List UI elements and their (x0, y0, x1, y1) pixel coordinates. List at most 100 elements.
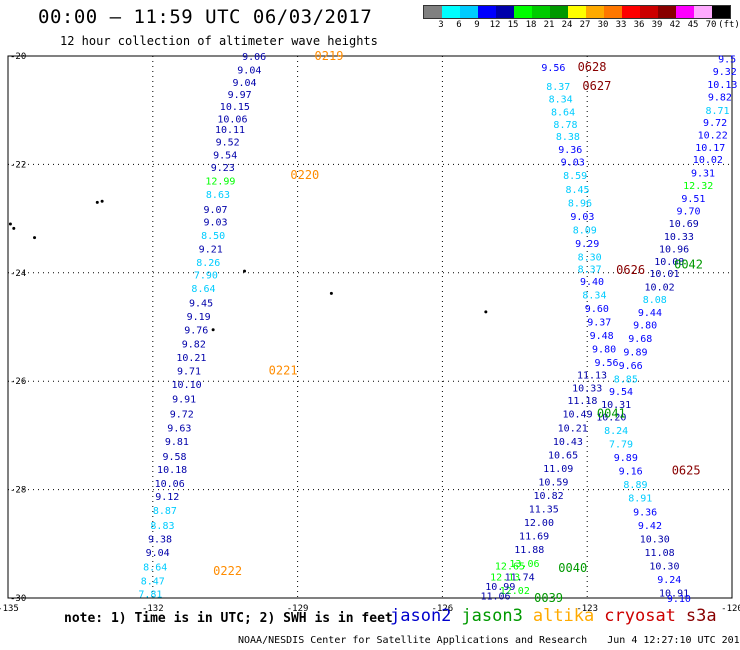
colorbar-cell (496, 6, 514, 18)
wave-height-value: 9.04 (237, 66, 261, 77)
wave-height-value: 8.83 (150, 521, 174, 532)
wave-height-value: 8.89 (623, 480, 647, 491)
lon-tick-label: -126 (432, 604, 454, 614)
wave-height-value: 8.26 (196, 258, 220, 269)
wave-height-value: 10.20 (596, 412, 626, 423)
track-time-label: 0219 (315, 49, 344, 63)
lon-tick-label: -120 (721, 604, 740, 614)
lon-tick-label: -129 (287, 604, 309, 614)
wave-height-value: 10.43 (553, 437, 583, 448)
wave-height-value: 12.00 (524, 518, 554, 529)
track-time-label: 0628 (578, 60, 607, 74)
map-title: 00:00 — 11:59 UTC 06/03/2017 (38, 6, 373, 28)
wave-height-value: 10.01 (649, 269, 679, 280)
wave-height-value: 8.78 (553, 120, 577, 131)
wave-height-value: 8.24 (604, 426, 628, 437)
wave-height-value: 11.06 (480, 591, 510, 602)
wave-height-value: 8.64 (191, 284, 215, 295)
wave-height-value: 8.37 (578, 264, 602, 275)
wave-height-value: 10.11 (215, 125, 245, 136)
island-marker (329, 291, 333, 295)
track-time-label: 0222 (213, 564, 242, 578)
lat-tick-label: -24 (10, 269, 26, 279)
colorbar-label: 39 (651, 20, 663, 30)
wave-height-value: 8.64 (551, 107, 575, 118)
colorbar-label: 6 (456, 20, 462, 30)
wave-height-value: 10.33 (664, 232, 694, 243)
wave-height-value: 9.70 (677, 206, 701, 217)
colorbar-cell (604, 6, 622, 18)
wave-height-value: 8.63 (206, 190, 230, 201)
wave-height-value: 10.02 (693, 155, 723, 166)
colorbar-label: 15 (507, 20, 519, 30)
wave-height-value: 10.82 (534, 491, 564, 502)
colorbar-cell (568, 6, 586, 18)
island-marker (95, 200, 99, 204)
track-time-label: 0040 (558, 561, 587, 575)
wave-height-value: 9.45 (189, 299, 213, 310)
colorbar-label: 3 (438, 20, 444, 30)
wave-height-value: 9.89 (623, 347, 647, 358)
colorbar (423, 5, 731, 19)
lat-tick-label: -26 (10, 377, 26, 387)
wave-height-value: 12.02 (500, 586, 530, 597)
colorbar-label: (ft) (718, 20, 740, 30)
track-time-label: 0039 (534, 591, 563, 605)
wave-height-value: 9.10 (667, 594, 691, 605)
island-marker (484, 310, 488, 314)
colorbar-cell (424, 6, 442, 18)
wave-height-value: 9.37 (587, 318, 611, 329)
wave-height-value: 10.06 (217, 114, 247, 125)
colorbar-cell (640, 6, 658, 18)
colorbar-label: 24 (561, 20, 573, 30)
wave-height-value: 12.99 (205, 177, 235, 188)
wave-height-value: 10.96 (659, 244, 689, 255)
wave-height-value: 9.82 (182, 339, 206, 350)
colorbar-cell (460, 6, 478, 18)
track-time-label: 0625 (672, 464, 701, 478)
wave-height-value: 10.21 (176, 353, 206, 364)
wave-height-value: 8.34 (582, 290, 606, 301)
wave-height-value: 11.18 (567, 396, 597, 407)
wave-height-value: 9.97 (228, 90, 252, 101)
wave-height-value: 10.10 (172, 380, 202, 391)
colorbar-label: 42 (669, 20, 681, 30)
colorbar-label: 45 (687, 20, 699, 30)
map-frame (7, 55, 733, 599)
lon-tick-label: -135 (0, 604, 19, 614)
colorbar-cell (712, 6, 730, 18)
wave-height-value: 10.91 (659, 589, 689, 600)
wave-height-value: 10.21 (558, 423, 588, 434)
wave-height-value: 10.22 (698, 131, 728, 142)
colorbar-label: 18 (525, 20, 537, 30)
colorbar-cell (550, 6, 568, 18)
colorbar-cell (658, 6, 676, 18)
wave-height-value: 7.81 (138, 590, 162, 601)
wave-height-value: 9.19 (187, 312, 211, 323)
lat-tick-label: -20 (10, 52, 26, 62)
track-time-label: 0041 (597, 407, 626, 421)
map-subtitle: 12 hour collection of altimeter wave hei… (60, 34, 378, 48)
island-marker (100, 199, 104, 203)
wave-height-value: 9.71 (177, 366, 201, 377)
wave-height-value: 11.35 (529, 505, 559, 516)
island-marker (33, 236, 37, 240)
colorbar-label: 21 (543, 20, 555, 30)
wave-height-value: 10.13 (707, 80, 737, 91)
colorbar-label: 33 (615, 20, 627, 30)
legend-item-cryosat: cryosat (604, 606, 676, 626)
wave-height-value: 9.76 (184, 326, 208, 337)
legend-item-s3a: s3a (685, 606, 717, 626)
wave-height-value: 11.09 (543, 464, 573, 475)
wave-height-value: 8.91 (628, 494, 652, 505)
wave-height-value: 9.04 (232, 78, 256, 89)
wave-height-value: 10.65 (548, 450, 578, 461)
wave-height-value: 11.13 (577, 371, 607, 382)
wave-height-value: 7.79 (609, 440, 633, 451)
legend-item-altika: altika (532, 606, 595, 626)
wave-height-value: 10.49 (562, 410, 592, 421)
colorbar-label: 27 (579, 20, 591, 30)
lon-tick-label: -132 (142, 604, 164, 614)
wave-height-value: 10.15 (220, 102, 250, 113)
track-time-label: 0627 (582, 79, 611, 93)
